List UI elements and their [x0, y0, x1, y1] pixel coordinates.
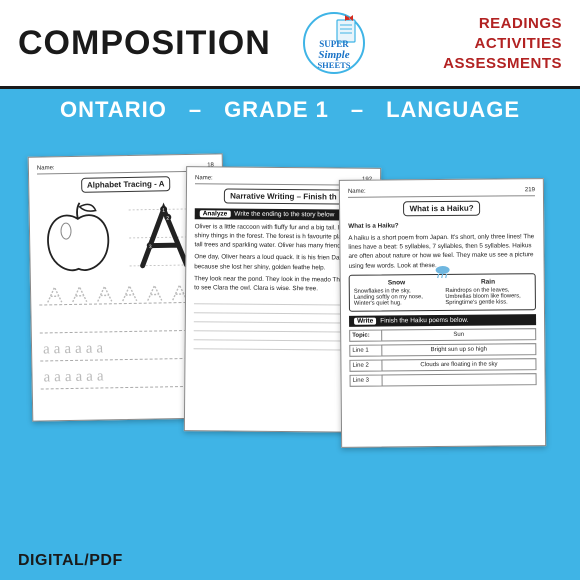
svg-text:SHEETS: SHEETS [317, 60, 350, 70]
name-field-label: Name: [195, 175, 213, 181]
svg-text:1: 1 [162, 208, 165, 214]
apple-icon [37, 198, 118, 277]
format-label: DIGITAL/PDF [18, 552, 123, 570]
haiku-line-row: Line 3 [350, 373, 537, 387]
header: COMPOSITION SUPER Simple SHEETS READINGS… [0, 0, 580, 89]
product-card: COMPOSITION SUPER Simple SHEETS READINGS… [0, 0, 580, 580]
worksheet-title: Alphabet Tracing - A [81, 176, 171, 193]
question-heading: What is a Haiku? [348, 220, 535, 231]
preview-area: Name: 18 Alphabet Tracing - A 1 2 [0, 131, 580, 580]
brand-logo: SUPER Simple SHEETS [303, 12, 365, 74]
haiku-line-row: Line 1 Bright sun up so high [349, 343, 536, 357]
header-tags: READINGS ACTIVITIES ASSESSMENTS [443, 15, 562, 72]
worksheet-haiku: Name: 219 What is a Haiku? What is a Hai… [339, 178, 546, 448]
section-bar-write: Write Finish the Haiku poems below. [349, 314, 536, 327]
haiku-line-row: Line 2 Clouds are floating in the sky [349, 358, 536, 372]
subject: LANGUAGE [386, 97, 520, 123]
tag-activities: ACTIVITIES [474, 35, 562, 52]
name-field-label: Name: [348, 189, 366, 195]
main-title: COMPOSITION [18, 24, 271, 63]
separator: – [351, 97, 364, 123]
topic-row: Topic: Sun [349, 328, 536, 342]
haiku-examples-box: Snow Snowflakes in the sky, Landing soft… [349, 273, 536, 312]
name-field-label: Name: [37, 165, 55, 171]
page-number: 219 [525, 187, 535, 193]
grade: GRADE 1 [224, 97, 329, 123]
haiku-example-rain: Rain Raindrops on the leaves, Umbrellas … [445, 278, 531, 306]
svg-text:SUPER: SUPER [319, 39, 349, 49]
haiku-example-snow: Snow Snowflakes in the sky, Landing soft… [354, 279, 440, 307]
tag-readings: READINGS [479, 15, 562, 32]
worksheet-title: What is a Haiku? [404, 201, 480, 217]
tag-assessments: ASSESSMENTS [443, 55, 562, 72]
svg-text:3: 3 [149, 244, 152, 250]
svg-text:2: 2 [166, 216, 169, 222]
worksheet-title: Narrative Writing – Finish th [224, 188, 343, 204]
separator: – [189, 97, 202, 123]
region: ONTARIO [60, 97, 167, 123]
subheader: ONTARIO – GRADE 1 – LANGUAGE [0, 89, 580, 131]
rain-cloud-icon [432, 265, 452, 279]
